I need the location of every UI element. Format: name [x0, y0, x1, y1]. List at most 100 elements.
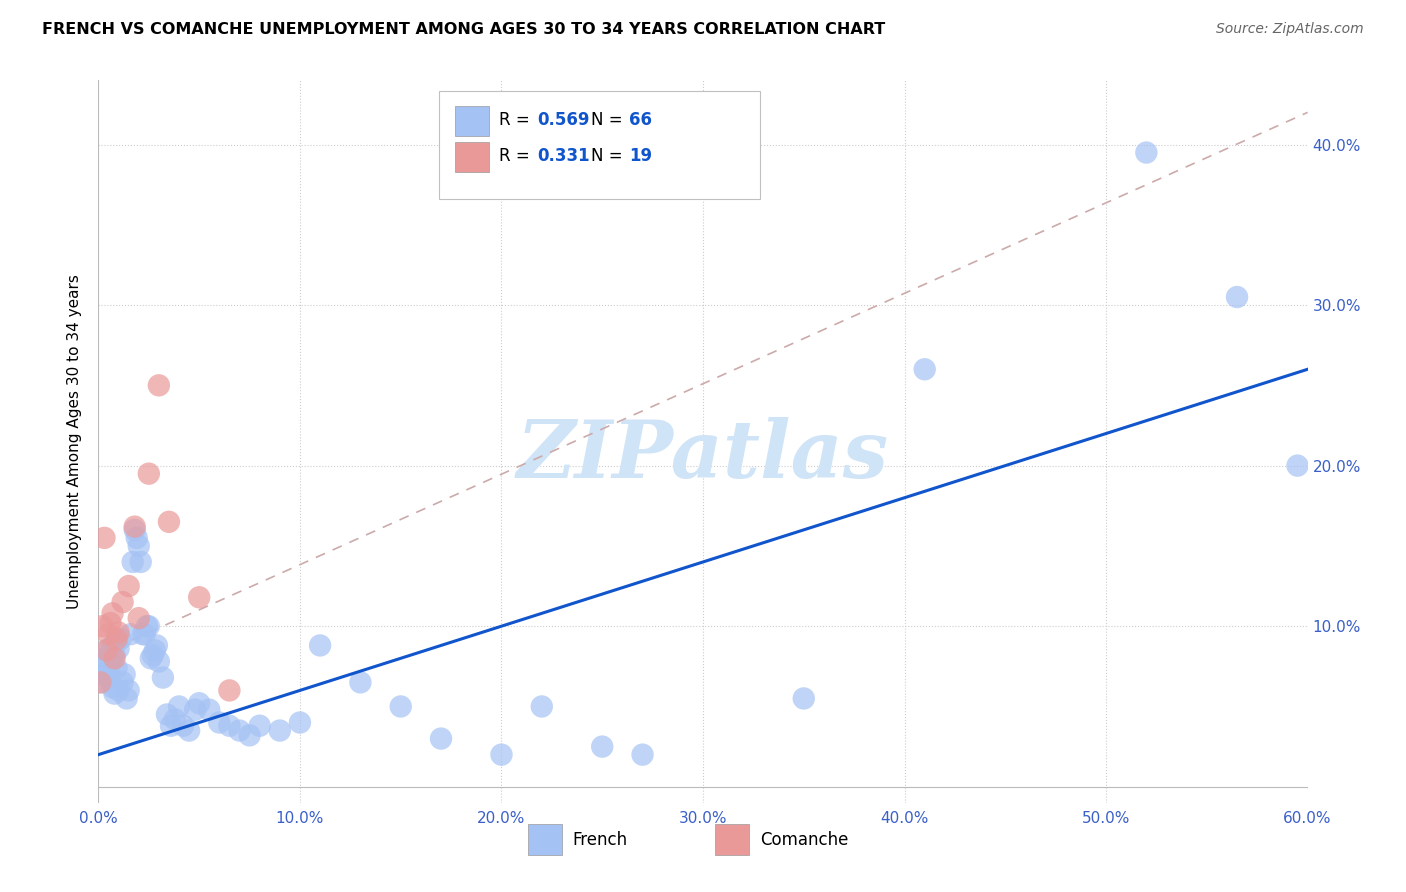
Point [184, 703, 207, 717]
Point [218, 719, 240, 733]
Point [128, 539, 150, 553]
Point [107, 683, 129, 698]
Point [101, 680, 124, 694]
Point [389, 699, 412, 714]
Text: 0.331: 0.331 [537, 147, 591, 165]
Point [249, 719, 271, 733]
Text: ZIPatlas: ZIPatlas [517, 417, 889, 495]
Point [188, 696, 211, 710]
Point [103, 651, 125, 665]
Point [288, 715, 311, 730]
Point [96, 643, 118, 657]
Point [100, 655, 122, 669]
Text: French: French [572, 830, 627, 848]
Point [160, 719, 183, 733]
Point [129, 555, 152, 569]
Point [1226, 290, 1249, 304]
Point [96, 643, 118, 657]
Point [491, 747, 513, 762]
Point [167, 699, 190, 714]
Point [93, 651, 115, 665]
Text: FRENCH VS COMANCHE UNEMPLOYMENT AMONG AGES 30 TO 34 YEARS CORRELATION CHART: FRENCH VS COMANCHE UNEMPLOYMENT AMONG AG… [42, 22, 886, 37]
FancyBboxPatch shape [440, 91, 759, 200]
Point [914, 362, 936, 376]
Text: 0.569: 0.569 [537, 111, 591, 129]
Point [156, 707, 179, 722]
Point [146, 639, 169, 653]
Bar [527, 824, 561, 855]
Point [121, 555, 143, 569]
Point [188, 591, 211, 605]
Point [115, 691, 138, 706]
Text: N =: N = [591, 111, 627, 129]
Point [228, 723, 250, 738]
Point [198, 703, 221, 717]
Point [591, 739, 613, 754]
Point [89, 675, 111, 690]
Point [1135, 145, 1157, 160]
Point [631, 747, 654, 762]
Point [138, 619, 160, 633]
Point [139, 651, 162, 665]
Text: R =: R = [499, 111, 534, 129]
Point [163, 712, 186, 726]
Text: R =: R = [499, 147, 534, 165]
Point [111, 675, 134, 690]
Point [148, 378, 170, 392]
Point [91, 675, 114, 690]
Point [97, 671, 120, 685]
Y-axis label: Unemployment Among Ages 30 to 34 years: Unemployment Among Ages 30 to 34 years [67, 274, 83, 609]
Point [114, 667, 136, 681]
Point [120, 627, 142, 641]
Bar [456, 142, 489, 172]
Point [430, 731, 453, 746]
Point [125, 531, 148, 545]
Point [100, 615, 122, 630]
Point [793, 691, 815, 706]
Point [152, 671, 174, 685]
Point [309, 639, 332, 653]
Point [1286, 458, 1309, 473]
Point [218, 683, 240, 698]
Text: N =: N = [591, 147, 627, 165]
Point [269, 723, 291, 738]
Point [103, 648, 125, 662]
Point [142, 648, 165, 662]
Point [148, 655, 170, 669]
Bar [456, 105, 489, 136]
Point [111, 595, 134, 609]
Point [179, 723, 201, 738]
Point [97, 664, 120, 678]
Text: 66: 66 [630, 111, 652, 129]
Point [118, 579, 141, 593]
Point [93, 659, 115, 673]
Point [208, 715, 231, 730]
Point [93, 531, 115, 545]
Point [91, 619, 114, 633]
Point [101, 639, 124, 653]
Bar [716, 824, 749, 855]
Point [105, 661, 128, 675]
Point [103, 687, 125, 701]
Point [124, 523, 146, 537]
Point [135, 619, 157, 633]
Point [105, 635, 128, 649]
Point [143, 643, 166, 657]
Point [118, 683, 141, 698]
Point [101, 607, 124, 621]
Text: Source: ZipAtlas.com: Source: ZipAtlas.com [1216, 22, 1364, 37]
Point [128, 611, 150, 625]
Point [96, 667, 118, 681]
Point [172, 719, 194, 733]
Point [124, 519, 146, 533]
Point [157, 515, 180, 529]
Point [138, 467, 160, 481]
Point [105, 632, 128, 646]
Point [107, 625, 129, 640]
Point [110, 632, 132, 646]
Point [107, 641, 129, 656]
Point [134, 627, 156, 641]
Point [97, 627, 120, 641]
Point [239, 728, 262, 742]
Point [132, 627, 155, 641]
